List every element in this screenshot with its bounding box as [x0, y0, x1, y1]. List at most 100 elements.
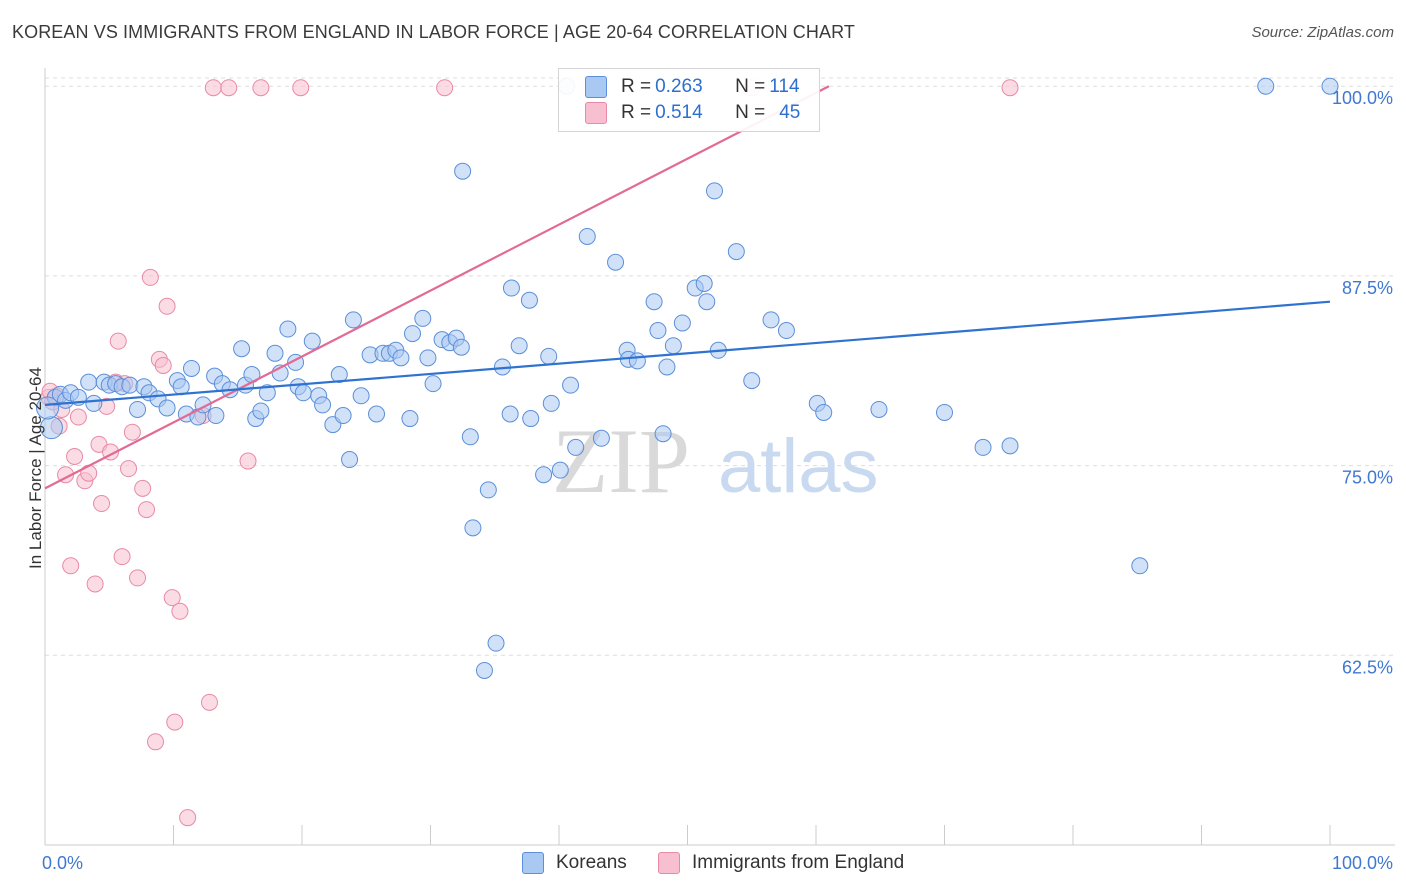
korean-point: [352, 387, 370, 405]
england-point: [113, 548, 131, 566]
y-axis-label-wrap: In Labor Force | Age 20-64: [16, 330, 45, 630]
legend-r-value-england: 0.514: [655, 102, 703, 123]
korean-point: [936, 403, 953, 421]
england-point: [239, 452, 257, 470]
legend-label-koreans: Koreans: [556, 852, 627, 873]
y-tick-label: 75.0%: [1342, 468, 1393, 488]
grid-layer: [45, 77, 1395, 656]
korean-point: [502, 279, 520, 297]
korean-point: [294, 384, 312, 402]
bottom-legend: Koreans Immigrants from England: [0, 852, 1406, 878]
korean-point: [252, 402, 270, 420]
source-credit: Source: ZipAtlas.com: [1251, 24, 1394, 41]
england-point: [220, 79, 238, 97]
korean-point: [344, 311, 362, 329]
korean-point: [645, 293, 663, 311]
korean-point: [658, 358, 676, 376]
watermark: ZIP atlas: [552, 410, 879, 512]
korean-point: [461, 428, 479, 446]
koreans-legend-swatch: [522, 852, 544, 874]
korean-point: [158, 399, 176, 417]
england-point: [138, 501, 156, 519]
stats-legend: R = 0.263 N = 114 R = 0.514 N = 45: [558, 68, 820, 132]
korean-point: [414, 309, 432, 327]
korean-point: [392, 349, 410, 367]
england-point: [147, 733, 165, 751]
y-tick-label: 100.0%: [1332, 88, 1393, 108]
korean-point: [401, 410, 419, 428]
korean-point: [698, 293, 716, 311]
legend-item-england[interactable]: Immigrants from England: [658, 852, 904, 874]
england-point: [252, 79, 270, 97]
korean-point: [129, 400, 147, 418]
legend-n-label: N =: [735, 102, 766, 123]
korean-point: [404, 325, 422, 343]
legend-row-koreans: R = 0.263 N = 114: [585, 74, 800, 100]
england-point: [141, 268, 159, 286]
korean-point: [266, 344, 284, 362]
england-point: [436, 79, 454, 97]
korean-point: [705, 182, 723, 200]
korean-point: [479, 481, 497, 499]
korean-point: [578, 227, 596, 245]
korean-point: [562, 376, 580, 394]
koreans-swatch: [585, 76, 607, 98]
england-point: [171, 602, 189, 620]
korean-point: [607, 253, 625, 271]
korean-point: [1321, 77, 1339, 95]
korean-point: [540, 347, 558, 365]
y-tick-label: 62.5%: [1342, 657, 1393, 677]
legend-n-label: N =: [735, 76, 766, 97]
korean-point: [303, 332, 321, 350]
koreans-points-group: [36, 77, 1339, 679]
england-trend-line: [44, 85, 830, 490]
england-point: [292, 79, 310, 97]
korean-point: [673, 314, 691, 332]
legend-label-england: Immigrants from England: [692, 852, 905, 873]
korean-point: [654, 425, 672, 443]
y-tick-label: 87.5%: [1342, 278, 1393, 298]
korean-point: [542, 394, 560, 412]
england-point: [163, 589, 181, 607]
korean-point: [279, 320, 297, 338]
korean-point: [424, 375, 442, 393]
england-point: [134, 479, 152, 497]
korean-point: [36, 396, 60, 420]
korean-point: [334, 407, 352, 425]
england-point: [69, 408, 87, 426]
y-axis-label: In Labor Force | Age 20-64: [26, 367, 45, 569]
korean-point: [520, 291, 538, 309]
korean-point: [870, 400, 888, 418]
england-point: [86, 575, 104, 593]
korean-point: [743, 372, 761, 390]
legend-r-label: R =: [621, 102, 652, 123]
korean-point: [592, 429, 610, 447]
england-point: [166, 713, 184, 731]
koreans-trend-line: [44, 300, 1331, 406]
tick-labels: 100.0% 87.5% 75.0% 62.5% 0.0% 100.0%: [42, 88, 1393, 873]
korean-point: [777, 322, 795, 340]
korean-point: [121, 376, 139, 394]
x-tick-label: 100.0%: [1332, 853, 1393, 873]
legend-row-england: R = 0.514 N = 45: [585, 100, 800, 126]
watermark-atlas: atlas: [718, 424, 879, 509]
korean-point: [1257, 77, 1275, 95]
korean-point: [80, 373, 98, 391]
korean-point: [454, 162, 472, 180]
korean-point: [695, 274, 713, 292]
korean-point: [501, 405, 519, 423]
legend-item-koreans[interactable]: Koreans: [522, 852, 627, 874]
england-point: [200, 693, 218, 711]
korean-point: [567, 438, 585, 456]
korean-point: [419, 349, 437, 367]
england-point: [109, 332, 127, 350]
korean-point: [974, 438, 992, 456]
korean-point: [815, 403, 833, 421]
england-point: [154, 356, 172, 374]
england-point: [129, 569, 147, 587]
england-point: [93, 495, 111, 513]
england-point: [123, 423, 141, 441]
chart-title: KOREAN VS IMMIGRANTS FROM ENGLAND IN LAB…: [12, 22, 855, 42]
korean-point: [1001, 437, 1019, 455]
